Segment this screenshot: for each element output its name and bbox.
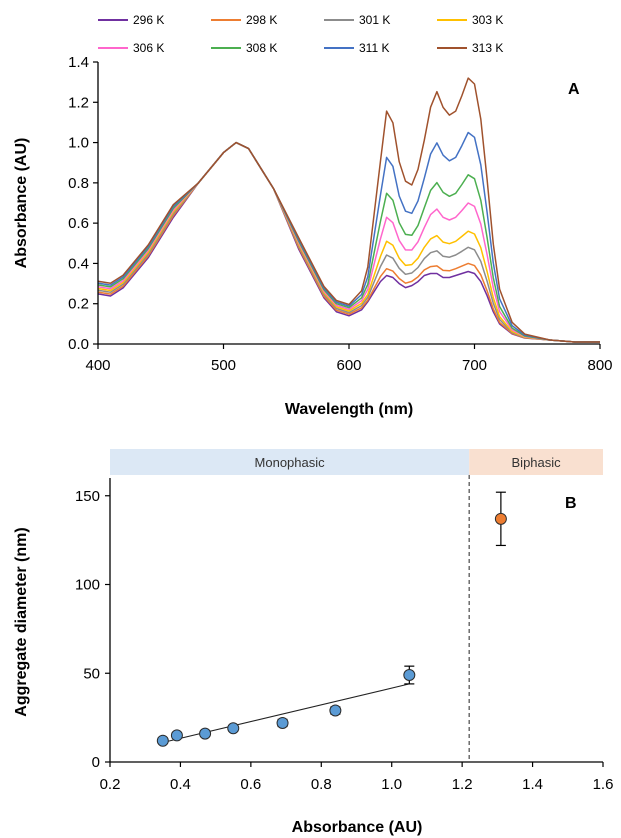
chart-b-x-tick-label: 1.6 xyxy=(593,776,614,793)
chart-b-y-tick-label: 0 xyxy=(92,754,100,771)
chart-b-y-tick-label: 50 xyxy=(83,665,100,682)
chart-a-legend-label: 303 K xyxy=(472,13,503,27)
chart-a-legend-label: 311 K xyxy=(359,41,389,55)
chart-b-region-label: Monophasic xyxy=(255,455,326,470)
chart-b-x-tick-label: 0.4 xyxy=(170,776,191,793)
chart-a-x-axis-title: Wavelength (nm) xyxy=(285,401,413,418)
chart-b-ticks: 0.2 0.4 0.6 0.8 1.0 1.2 1.4 1.6 0 50 100 150 xyxy=(75,488,613,793)
chart-b-data-point xyxy=(227,722,240,735)
chart-b-x-tick-label: 1.0 xyxy=(381,776,402,793)
chart-b-region-band xyxy=(110,449,470,475)
chart-a-legend-label: 306 K xyxy=(133,41,164,55)
chart-b-data-point xyxy=(199,727,212,740)
chart-a-legend-label: 308 K xyxy=(246,41,277,55)
chart-b-y-tick-label: 100 xyxy=(75,577,100,594)
chart-b-x-tick-label: 0.8 xyxy=(311,776,332,793)
chart-a-x-tick-label: 600 xyxy=(336,357,361,374)
chart-a-panel-label: A xyxy=(568,81,580,98)
chart-b-panel-label: B xyxy=(565,495,577,512)
chart-a-y-tick-label: 0.8 xyxy=(68,175,89,192)
chart-b-y-tick-label: 150 xyxy=(75,488,100,505)
chart-a-x-tick-label: 500 xyxy=(211,357,236,374)
chart-b-x-axis-title: Absorbance (AU) xyxy=(292,819,423,836)
chart-a: 296 K 298 K 301 K 303 K 306 K 308 K 311 K 313 K… xyxy=(13,13,613,418)
chart-b-x-tick-label: 0.2 xyxy=(100,776,121,793)
chart-a-y-tick-label: 1.2 xyxy=(68,94,89,111)
chart-b-regions: Monophasic Biphasic xyxy=(110,449,603,475)
chart-a-y-tick-label: 0.6 xyxy=(68,215,89,232)
chart-b-region-band xyxy=(469,449,603,475)
chart-b-data-point xyxy=(170,729,183,742)
chart-a-series-line xyxy=(97,141,600,343)
chart-a-legend-label: 301 K xyxy=(359,13,390,27)
chart-b-data-point xyxy=(156,734,169,747)
chart-a-y-tick-label: 0.4 xyxy=(68,255,89,272)
chart-a-y-tick-label: 1.0 xyxy=(68,135,89,152)
chart-b-x-tick-label: 0.6 xyxy=(240,776,261,793)
chart-b-data-point xyxy=(276,716,289,729)
chart-b: Monophasic Biphasic 0.2 0.4 0.6 0.8 1.0 1.2 1.4… xyxy=(13,449,613,836)
chart-b-data-point xyxy=(403,669,416,682)
chart-b-data-point xyxy=(329,704,342,717)
chart-a-y-tick-label: 0.2 xyxy=(68,296,89,313)
chart-b-points xyxy=(156,491,507,747)
chart-a-ticks: 400 500 600 700 800 0.0 0.2 0.4 0.6 0.8 1.0 1.2 1.4 xyxy=(68,54,612,374)
chart-a-legend: 296 K 298 K 301 K 303 K 306 K 308 K 311 K 313 K xyxy=(98,13,503,55)
chart-b-region-label: Biphasic xyxy=(512,455,562,470)
chart-a-x-tick-label: 700 xyxy=(462,357,487,374)
chart-a-y-axis-title: Absorbance (AU) xyxy=(13,138,30,269)
chart-a-y-tick-label: 0.0 xyxy=(68,336,89,353)
chart-a-legend-label: 296 K xyxy=(133,13,164,27)
chart-b-x-tick-label: 1.4 xyxy=(522,776,543,793)
chart-a-x-tick-label: 800 xyxy=(587,357,612,374)
chart-b-y-axis-title: Aggregate diameter (nm) xyxy=(13,527,30,716)
chart-a-y-tick-label: 1.4 xyxy=(68,54,89,71)
chart-a-legend-label: 298 K xyxy=(246,13,277,27)
chart-b-x-tick-label: 1.2 xyxy=(452,776,473,793)
chart-a-series-line xyxy=(97,77,600,343)
chart-b-data-point xyxy=(494,512,507,525)
chart-a-legend-label: 313 K xyxy=(472,41,503,55)
chart-a-curves xyxy=(97,77,600,343)
chart-a-x-tick-label: 400 xyxy=(85,357,110,374)
